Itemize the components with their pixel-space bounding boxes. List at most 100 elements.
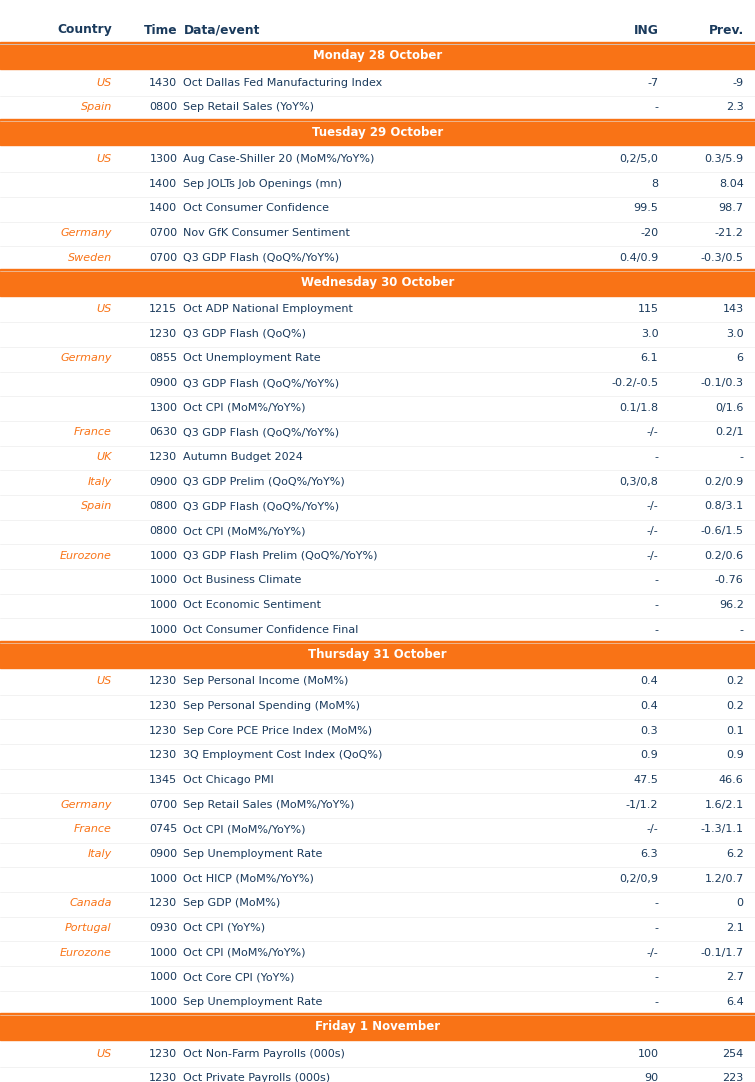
Text: 0800: 0800 [149, 103, 177, 113]
Text: 0630: 0630 [149, 427, 177, 437]
Text: 1400: 1400 [149, 179, 177, 188]
Text: 0900: 0900 [149, 378, 177, 388]
Text: -0.1/1.7: -0.1/1.7 [701, 948, 744, 958]
Text: 0.9: 0.9 [726, 750, 744, 761]
Text: Friday 1 November: Friday 1 November [315, 1020, 440, 1033]
Text: 0,2/0,9: 0,2/0,9 [619, 873, 658, 884]
Text: Oct Economic Sentiment: Oct Economic Sentiment [183, 601, 322, 610]
Text: US: US [97, 154, 112, 163]
Text: -0.1/0.3: -0.1/0.3 [701, 378, 744, 388]
Text: 2.7: 2.7 [726, 973, 744, 982]
Text: -: - [655, 601, 658, 610]
Text: Germany: Germany [60, 800, 112, 809]
Text: Oct Unemployment Rate: Oct Unemployment Rate [183, 354, 321, 364]
Text: Oct ADP National Employment: Oct ADP National Employment [183, 304, 353, 314]
Text: 1230: 1230 [149, 329, 177, 339]
Text: 0.2: 0.2 [726, 676, 744, 686]
Text: Eurozone: Eurozone [60, 948, 112, 958]
Text: 98.7: 98.7 [719, 203, 744, 213]
Text: -: - [655, 923, 658, 933]
Text: Nov GfK Consumer Sentiment: Nov GfK Consumer Sentiment [183, 228, 350, 238]
Text: -0.6/1.5: -0.6/1.5 [701, 526, 744, 536]
Bar [0, 268, 755, 295]
Text: -0.76: -0.76 [715, 576, 744, 585]
Text: -: - [655, 103, 658, 113]
Text: 0.8/3.1: 0.8/3.1 [704, 501, 744, 512]
Text: -: - [655, 898, 658, 908]
Text: Sep Retail Sales (YoY%): Sep Retail Sales (YoY%) [183, 103, 315, 113]
Text: -20: -20 [640, 228, 658, 238]
Text: Sep Retail Sales (MoM%/YoY%): Sep Retail Sales (MoM%/YoY%) [183, 800, 355, 809]
Text: -/-: -/- [646, 948, 658, 958]
Text: 1230: 1230 [149, 750, 177, 761]
Text: -: - [655, 997, 658, 1007]
Text: 0.9: 0.9 [640, 750, 658, 761]
Text: 254: 254 [723, 1048, 744, 1058]
Text: US: US [97, 1048, 112, 1058]
Text: 0.2: 0.2 [726, 701, 744, 711]
Text: 0900: 0900 [149, 477, 177, 487]
Text: 0.3: 0.3 [641, 726, 658, 736]
Text: 6.3: 6.3 [641, 849, 658, 859]
Text: 0/1.6: 0/1.6 [715, 403, 744, 412]
Text: Sweden: Sweden [68, 252, 112, 263]
Text: Q3 GDP Flash (QoQ%): Q3 GDP Flash (QoQ%) [183, 329, 307, 339]
Text: Oct CPI (YoY%): Oct CPI (YoY%) [183, 923, 266, 933]
Text: 1000: 1000 [149, 551, 177, 560]
Text: 115: 115 [637, 304, 658, 314]
Text: -1/1.2: -1/1.2 [626, 800, 658, 809]
Text: 1000: 1000 [149, 997, 177, 1007]
Text: 1000: 1000 [149, 624, 177, 635]
Text: -21.2: -21.2 [715, 228, 744, 238]
Bar [0, 119, 755, 145]
Text: Q3 GDP Flash Prelim (QoQ%/YoY%): Q3 GDP Flash Prelim (QoQ%/YoY%) [183, 551, 378, 560]
Text: Oct CPI (MoM%/YoY%): Oct CPI (MoM%/YoY%) [183, 403, 306, 412]
Text: 1230: 1230 [149, 701, 177, 711]
Text: 0,3/0,8: 0,3/0,8 [620, 477, 658, 487]
Text: 1230: 1230 [149, 1073, 177, 1082]
Text: 0930: 0930 [149, 923, 177, 933]
Text: 2.1: 2.1 [726, 923, 744, 933]
Text: Sep JOLTs Job Openings (mn): Sep JOLTs Job Openings (mn) [183, 179, 343, 188]
Text: -: - [655, 973, 658, 982]
Text: 0.4: 0.4 [640, 676, 658, 686]
Text: Italy: Italy [88, 477, 112, 487]
Text: Oct CPI (MoM%/YoY%): Oct CPI (MoM%/YoY%) [183, 948, 306, 958]
Text: 0745: 0745 [149, 824, 177, 834]
Text: Oct CPI (MoM%/YoY%): Oct CPI (MoM%/YoY%) [183, 526, 306, 536]
Text: Data/event: Data/event [183, 24, 260, 37]
Text: 1230: 1230 [149, 676, 177, 686]
Text: 2.3: 2.3 [726, 103, 744, 113]
Text: 47.5: 47.5 [633, 775, 658, 784]
Text: 0800: 0800 [149, 501, 177, 512]
Text: Oct Chicago PMI: Oct Chicago PMI [183, 775, 274, 784]
Text: 3.0: 3.0 [641, 329, 658, 339]
Text: 0.1/1.8: 0.1/1.8 [619, 403, 658, 412]
Text: Prev.: Prev. [708, 24, 744, 37]
Text: 0: 0 [737, 898, 744, 908]
Text: 8.04: 8.04 [719, 179, 744, 188]
Text: Germany: Germany [60, 228, 112, 238]
Text: Wednesday 30 October: Wednesday 30 October [300, 276, 455, 289]
Text: 1300: 1300 [149, 154, 177, 163]
Text: Spain: Spain [81, 501, 112, 512]
Text: Monday 28 October: Monday 28 October [313, 50, 442, 63]
Text: Canada: Canada [69, 898, 112, 908]
Text: -/-: -/- [646, 427, 658, 437]
Text: 0700: 0700 [149, 252, 177, 263]
Text: Sep Unemployment Rate: Sep Unemployment Rate [183, 997, 323, 1007]
Text: 96.2: 96.2 [719, 601, 744, 610]
Text: Country: Country [57, 24, 112, 37]
Text: -: - [655, 452, 658, 462]
Text: Oct Core CPI (YoY%): Oct Core CPI (YoY%) [183, 973, 295, 982]
Text: Sep Personal Income (MoM%): Sep Personal Income (MoM%) [183, 676, 349, 686]
Text: -0.3/0.5: -0.3/0.5 [701, 252, 744, 263]
Text: France: France [74, 824, 112, 834]
Text: 1000: 1000 [149, 973, 177, 982]
Text: Oct Consumer Confidence Final: Oct Consumer Confidence Final [183, 624, 359, 635]
Text: -7: -7 [647, 78, 658, 88]
Text: -9: -9 [732, 78, 744, 88]
Text: Oct Dallas Fed Manufacturing Index: Oct Dallas Fed Manufacturing Index [183, 78, 383, 88]
Text: 6.4: 6.4 [726, 997, 744, 1007]
Text: 0.2/0.6: 0.2/0.6 [704, 551, 744, 560]
